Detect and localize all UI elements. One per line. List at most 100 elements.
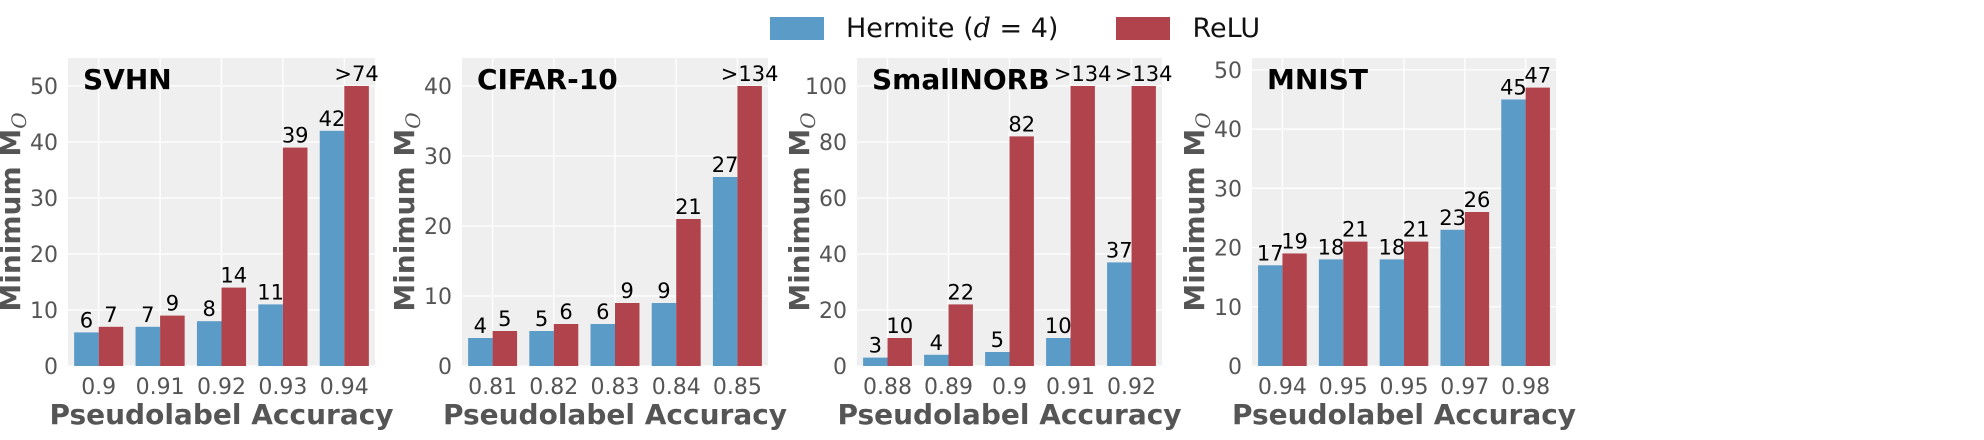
x-tick-label: 0.94 [1258, 375, 1307, 400]
legend-swatch-hermite [770, 16, 824, 40]
bar-relu [221, 287, 247, 366]
x-tick-label: 0.98 [1501, 375, 1550, 400]
y-tick-label: 10 [424, 285, 452, 310]
bar-hermite [1046, 338, 1071, 366]
bar-value-label: 5 [498, 307, 511, 331]
bar-relu [615, 303, 640, 366]
y-tick-label: 40 [1214, 118, 1242, 143]
x-tick-label: 0.88 [863, 375, 912, 400]
bar-value-label: 37 [1106, 238, 1133, 262]
x-tick-label: 0.83 [591, 375, 640, 400]
bar-value-label: 47 [1524, 64, 1551, 88]
bar-value-label: 8 [203, 297, 216, 321]
bar-relu [1343, 241, 1368, 366]
bar-relu [160, 315, 185, 366]
legend-item-hermite[interactable]: Hermite (d = 4) [770, 13, 1058, 44]
bar-hermite [74, 332, 99, 366]
y-tick-label: 20 [1214, 237, 1242, 262]
y-tick-label: 100 [805, 75, 847, 100]
bar-relu [553, 324, 579, 366]
bar-hermite [319, 130, 345, 366]
legend-label-hermite: Hermite (d = 4) [846, 12, 1059, 44]
x-tick-label: 0.9 [81, 375, 116, 400]
y-axis-label: Minimum MO [388, 112, 425, 311]
panel-title: SmallNORB [872, 63, 1050, 96]
y-tick-label: 10 [1214, 296, 1242, 321]
bar-value-label: 9 [621, 279, 634, 303]
bar-relu [948, 304, 973, 366]
x-tick-label: 0.94 [320, 375, 369, 400]
x-axis-label: Pseudolabel Accuracy [1232, 398, 1576, 431]
x-tick-label: 0.93 [258, 375, 307, 400]
bar-hermite [590, 324, 615, 366]
bar-hermite [135, 326, 161, 366]
y-tick-label: 30 [30, 187, 58, 212]
bar-value-label: 5 [991, 328, 1004, 352]
bar-value-label: 14 [220, 264, 247, 288]
bar-relu [1464, 212, 1490, 366]
bar-value-label: 27 [712, 153, 739, 177]
y-tick-label: 50 [30, 75, 58, 100]
y-tick-label: 0 [833, 355, 847, 380]
y-tick-label: 30 [424, 145, 452, 170]
y-axis-label: Minimum MO [1178, 112, 1215, 311]
bar-relu [492, 331, 518, 366]
bar-hermite [258, 304, 283, 366]
y-tick-label: 20 [819, 299, 847, 324]
bar-value-label: 39 [282, 124, 309, 148]
bar-hermite [196, 321, 222, 366]
legend-item-relu[interactable]: ReLU [1116, 13, 1260, 44]
bar-value-label: 21 [1403, 218, 1430, 242]
bar-value-label: >134 [1115, 62, 1173, 86]
bar-value-label: 19 [1281, 229, 1308, 253]
y-tick-label: 40 [819, 243, 847, 268]
y-tick-label: 0 [1228, 355, 1242, 380]
bar-relu [676, 219, 701, 366]
y-tick-label: 60 [819, 187, 847, 212]
x-tick-label: 0.92 [197, 375, 246, 400]
bar-value-label: 21 [675, 195, 702, 219]
y-tick-label: 50 [1214, 59, 1242, 84]
bar-hermite [651, 303, 677, 366]
x-axis-label: Pseudolabel Accuracy [837, 398, 1181, 431]
bar-value-label: 6 [596, 300, 609, 324]
y-axis-label: Minimum MO [783, 112, 820, 311]
bar-hermite [924, 354, 949, 366]
bar-value-label: 22 [947, 280, 974, 304]
bar-relu [1131, 86, 1156, 366]
panel-title: MNIST [1267, 63, 1368, 96]
x-tick-label: 0.91 [136, 375, 185, 400]
y-tick-label: 20 [30, 243, 58, 268]
bar-hermite [468, 338, 493, 366]
bar-value-label: 7 [141, 303, 154, 327]
bar-value-label: 21 [1342, 218, 1369, 242]
x-tick-label: 0.95 [1380, 375, 1429, 400]
chart-panel-3: 0204060801003100.884220.895820.910>1340.… [783, 58, 1182, 431]
chart-panel-4: 0102030405017190.9418210.9518210.9523260… [1178, 58, 1576, 431]
y-tick-label: 40 [30, 131, 58, 156]
bar-value-label: 10 [886, 314, 913, 338]
bar-hermite [985, 352, 1010, 366]
x-axis-label: Pseudolabel Accuracy [443, 398, 787, 431]
bar-relu [98, 326, 124, 366]
bar-value-label: 17 [1257, 241, 1284, 265]
bar-relu [1009, 136, 1034, 366]
bar-value-label: 4 [930, 331, 943, 355]
panel-title: CIFAR-10 [477, 63, 618, 96]
bar-relu [1282, 253, 1307, 366]
x-tick-label: 0.82 [529, 375, 578, 400]
bar-value-label: 6 [80, 308, 93, 332]
bar-value-label: 5 [535, 307, 548, 331]
bar-value-label: 7 [104, 303, 117, 327]
bar-value-label: 9 [657, 279, 670, 303]
bar-relu [1525, 87, 1550, 366]
x-tick-label: 0.85 [713, 375, 762, 400]
bar-value-label: 26 [1464, 188, 1491, 212]
legend-swatch-relu [1116, 16, 1171, 40]
bar-hermite [1379, 259, 1404, 366]
bar-value-label: 11 [257, 280, 284, 304]
bar-hermite [1440, 229, 1465, 366]
x-axis-label: Pseudolabel Accuracy [49, 398, 393, 431]
